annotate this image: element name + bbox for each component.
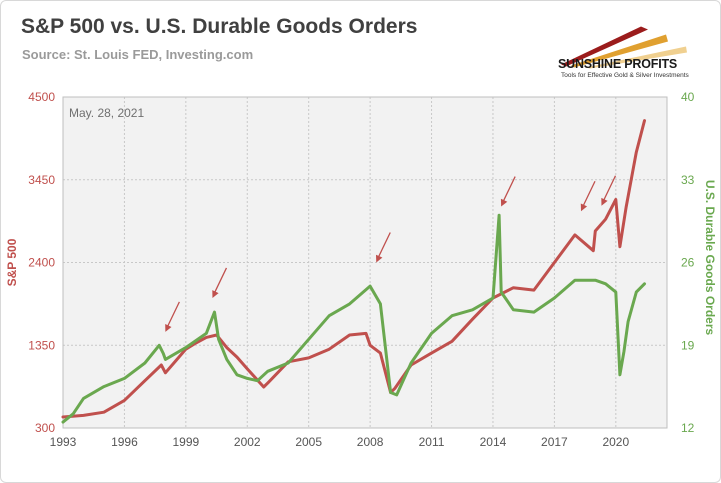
- annotation-arrow: [212, 267, 228, 298]
- y-left-tick-label: 1350: [28, 338, 55, 352]
- x-tick-label: 2014: [480, 435, 507, 449]
- annotation-arrow: [165, 301, 180, 332]
- x-tick-label: 1996: [111, 435, 138, 449]
- chart-subtitle: Source: St. Louis FED, Investing.com: [22, 47, 254, 62]
- arrow-shaft: [582, 180, 596, 207]
- y-right-tick-label: 12: [681, 421, 695, 435]
- annotation-arrow: [500, 176, 516, 207]
- brand-name: SUNSHINE PROFITS: [558, 57, 678, 71]
- x-tick-label: 1999: [172, 435, 199, 449]
- y-left-tick-label: 2400: [28, 256, 55, 270]
- tick-labels: 300 1350 2400 3450 4500 12 19 26 33 40 1993 1996 199…: [28, 90, 694, 449]
- logo-ray-light: [586, 46, 687, 69]
- annotation-arrows: [165, 175, 617, 332]
- brand-tagline: Tools for Effective Gold & Silver Invest…: [561, 72, 689, 79]
- series-line-durable-goods: [61, 213, 646, 424]
- y-left-tick-label: 4500: [28, 90, 55, 104]
- date-label: May. 28, 2021: [69, 106, 144, 120]
- arrow-head: [500, 198, 508, 207]
- arrow-shaft: [213, 267, 228, 294]
- annotation-arrow: [376, 232, 391, 263]
- arrow-head: [580, 203, 588, 212]
- y-right-tick-label: 26: [681, 256, 695, 270]
- arrow-shaft: [377, 232, 391, 258]
- series-line-sp500: [61, 119, 646, 419]
- y-left-tick-label: 300: [35, 421, 55, 435]
- x-tick-label: 2008: [357, 435, 384, 449]
- sunshine-profits-logo: [561, 26, 687, 69]
- series-lines: [61, 119, 646, 424]
- arrow-head: [212, 290, 219, 298]
- annotation-arrow: [601, 175, 617, 206]
- arrow-shaft: [502, 176, 516, 202]
- x-tick-label: 2017: [541, 435, 568, 449]
- annotation-arrow: [580, 180, 596, 212]
- x-tick-label: 1993: [50, 435, 77, 449]
- y-right-tick-label: 33: [681, 173, 695, 187]
- logo-ray-gold: [571, 34, 668, 68]
- arrow-shaft: [166, 301, 180, 328]
- arrow-head: [376, 254, 383, 263]
- plot-border: [62, 96, 668, 429]
- x-tick-label: 2005: [295, 435, 322, 449]
- y-right-tick-label: 19: [681, 338, 695, 352]
- arrow-head: [601, 197, 608, 206]
- arrow-head: [165, 324, 172, 332]
- y-left-tick-label: 3450: [28, 173, 55, 187]
- logo-ray-dark: [561, 26, 648, 67]
- y-right-tick-label: 40: [681, 90, 695, 104]
- arrow-shaft: [602, 175, 617, 202]
- y-axis-right-title: U.S. Durable Goods Orders: [703, 180, 717, 336]
- x-tick-label: 2002: [234, 435, 261, 449]
- chart-title: S&P 500 vs. U.S. Durable Goods Orders: [21, 15, 418, 38]
- x-tick-label: 2020: [602, 435, 629, 449]
- x-tick-label: 2011: [419, 435, 445, 449]
- y-axis-left-title: S&P 500: [5, 238, 19, 286]
